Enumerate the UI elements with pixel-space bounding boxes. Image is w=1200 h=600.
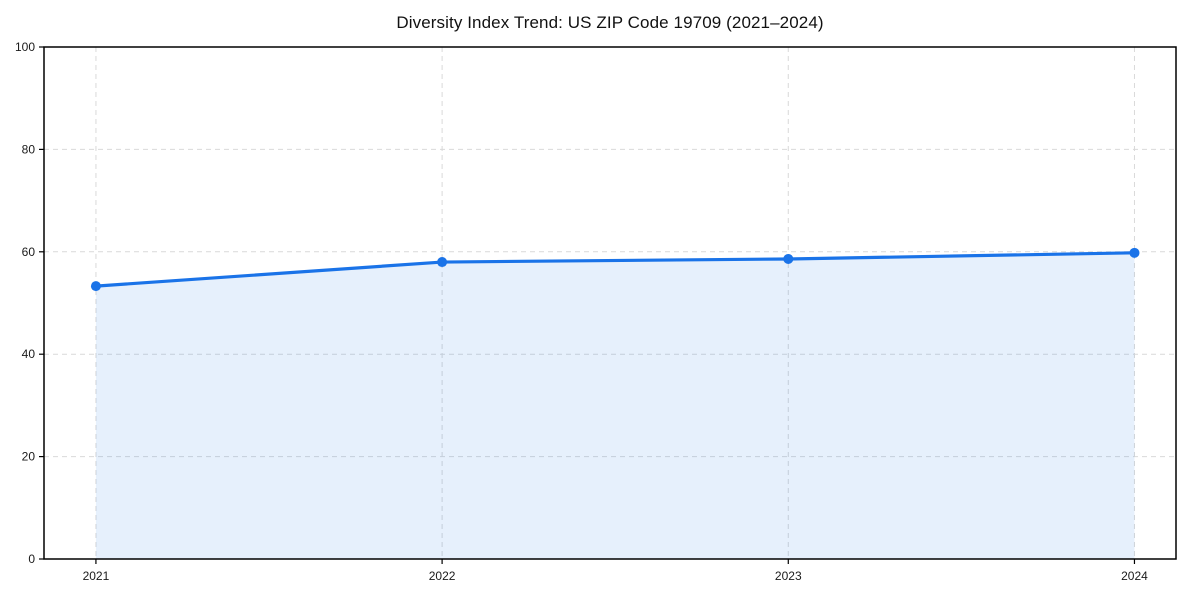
data-point <box>783 253 794 264</box>
x-axis-tick-label: 2022 <box>429 569 456 583</box>
y-axis-tick-label: 0 <box>28 552 35 566</box>
data-point <box>1129 247 1140 258</box>
series-area-fill <box>95 252 1135 559</box>
y-axis-tick-label: 100 <box>15 40 35 54</box>
y-axis-tick-label: 80 <box>22 142 36 156</box>
y-axis-tick-label: 60 <box>22 245 36 259</box>
x-axis-tick-label: 2023 <box>775 569 802 583</box>
chart-title: Diversity Index Trend: US ZIP Code 19709… <box>396 13 824 32</box>
plot-border <box>43 46 1177 560</box>
y-axis-tick-label: 20 <box>22 450 36 464</box>
x-axis-tick-label: 2021 <box>83 569 110 583</box>
data-point <box>90 281 101 292</box>
y-axis-tick-label: 40 <box>22 347 36 361</box>
data-point <box>437 257 448 268</box>
x-axis-tick-label: 2024 <box>1121 569 1148 583</box>
trend-line <box>94 251 1137 288</box>
